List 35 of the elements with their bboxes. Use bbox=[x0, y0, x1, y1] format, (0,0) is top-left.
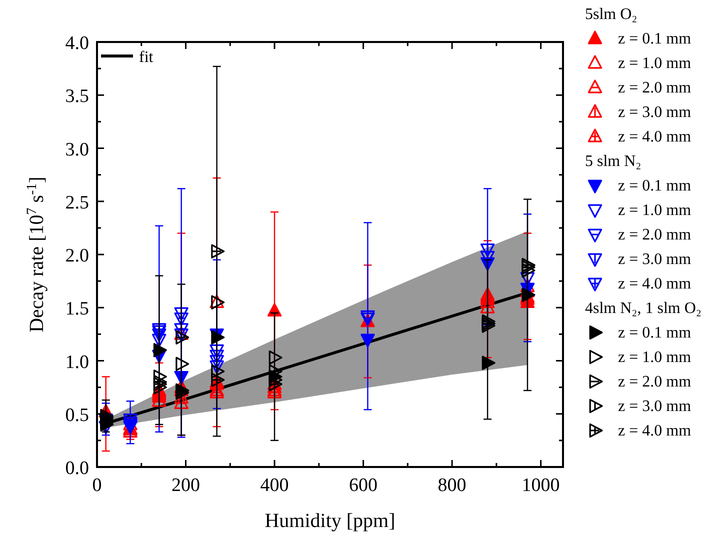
legend-label: z = 4.0 mm bbox=[618, 276, 692, 292]
legend-label: z = 0.1 mm bbox=[618, 324, 692, 342]
legend-label: z = 4.0 mm bbox=[618, 422, 692, 440]
y-tick-label: 1.0 bbox=[65, 352, 89, 373]
legend-label: z = 0.1 mm bbox=[618, 178, 692, 194]
y-tick-label: 0.5 bbox=[65, 404, 89, 426]
legend-label: z = 2.0 mm bbox=[618, 226, 692, 244]
legend-label: z = 1.0 mm bbox=[618, 202, 692, 219]
legend-label: fit bbox=[139, 49, 154, 66]
x-tick-label: 0 bbox=[92, 475, 102, 496]
y-tick-label: 2.0 bbox=[65, 246, 89, 266]
y-tick-label: 0.0 bbox=[65, 458, 89, 479]
y-tick-label: 3.5 bbox=[65, 86, 89, 108]
y-tick-label: 2.5 bbox=[65, 192, 89, 214]
x-axis-title: Humidity [ppm] bbox=[264, 510, 396, 532]
x-tick-label: 600 bbox=[349, 475, 378, 496]
y-tick-label: 4.0 bbox=[65, 33, 89, 54]
legend-label: z = 0.1 mm bbox=[618, 30, 692, 48]
legend-label: z = 1.0 mm bbox=[618, 55, 692, 72]
x-tick-label: 800 bbox=[438, 475, 466, 496]
x-tick-label: 1000 bbox=[522, 475, 560, 496]
legend-label: z = 4.0 mm bbox=[618, 128, 692, 146]
text: 5 slm N₂ bbox=[585, 153, 642, 170]
x-tick-label: 200 bbox=[172, 475, 200, 496]
y-tick-label: 1.5 bbox=[65, 298, 89, 320]
legend-label: z = 3.0 mm bbox=[618, 398, 692, 415]
legend-label: z = 1.0 mm bbox=[618, 349, 692, 366]
text: 4slm N₂, 1 slm O₂ bbox=[585, 300, 702, 317]
legend-label: z = 2.0 mm bbox=[618, 80, 692, 96]
legend-label: z = 2.0 mm bbox=[618, 374, 692, 390]
y-tick-label: 3.0 bbox=[65, 139, 89, 160]
legend-label: z = 3.0 mm bbox=[618, 251, 692, 268]
text: 5slm O₂ bbox=[585, 6, 638, 23]
x-tick-label: 400 bbox=[260, 475, 289, 496]
legend-label: z = 3.0 mm bbox=[618, 104, 692, 121]
